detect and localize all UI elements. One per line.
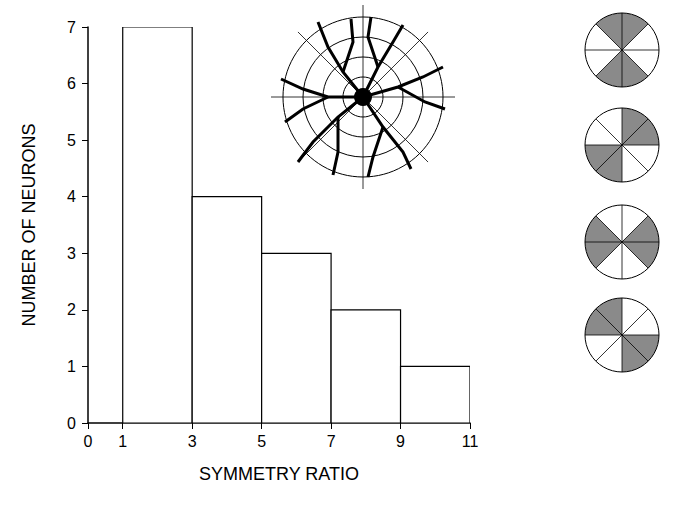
svg-text:1: 1: [118, 433, 127, 450]
svg-text:SYMMETRY RATIO: SYMMETRY RATIO: [199, 464, 359, 484]
svg-text:5: 5: [67, 132, 76, 149]
svg-text:3: 3: [188, 433, 197, 450]
svg-text:5: 5: [257, 433, 266, 450]
svg-text:0: 0: [84, 433, 93, 450]
svg-text:NUMBER OF NEURONS: NUMBER OF NEURONS: [19, 123, 39, 326]
svg-text:7: 7: [67, 19, 76, 36]
svg-text:4: 4: [67, 188, 76, 205]
svg-text:6: 6: [67, 75, 76, 92]
svg-text:9: 9: [396, 433, 405, 450]
svg-text:0: 0: [67, 415, 76, 432]
svg-text:1: 1: [67, 358, 76, 375]
svg-text:3: 3: [67, 245, 76, 262]
svg-text:2: 2: [67, 301, 76, 318]
svg-text:7: 7: [327, 433, 336, 450]
svg-text:11: 11: [462, 433, 479, 450]
